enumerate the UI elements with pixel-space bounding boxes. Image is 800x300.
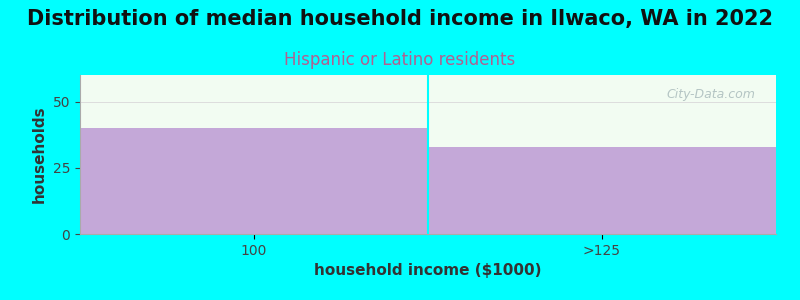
Bar — [428, 147, 776, 234]
Bar — [80, 128, 428, 234]
Text: Hispanic or Latino residents: Hispanic or Latino residents — [284, 51, 516, 69]
Text: City-Data.com: City-Data.com — [666, 88, 755, 101]
X-axis label: household income ($1000): household income ($1000) — [314, 263, 542, 278]
Text: Distribution of median household income in Ilwaco, WA in 2022: Distribution of median household income … — [27, 9, 773, 29]
Y-axis label: households: households — [32, 106, 47, 203]
